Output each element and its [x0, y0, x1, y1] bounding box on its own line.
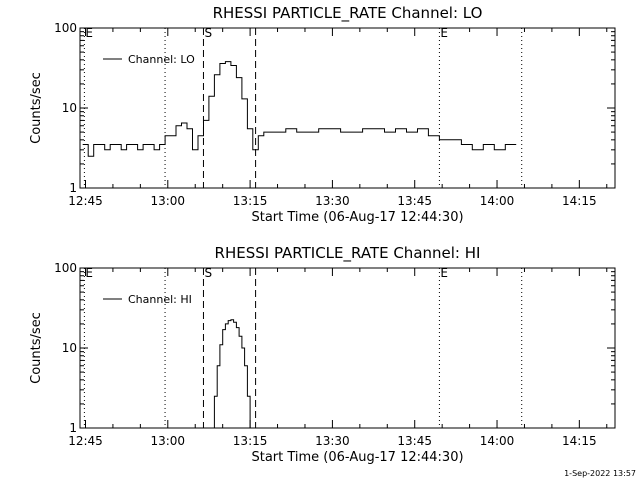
panel-1-x-tick-label: 13:15	[233, 194, 268, 208]
panel-1-y-tick-label: 1	[69, 181, 77, 195]
panel-2-x-tick-label: 13:00	[150, 434, 185, 448]
panel-1-marker-label: E	[85, 26, 93, 40]
panel-1-marker-label: E	[440, 26, 448, 40]
panel-1-x-axis-label: Start Time (06-Aug-17 12:44:30)	[251, 210, 463, 225]
panel-1-x-tick-label: 14:15	[562, 194, 597, 208]
panel-2-x-tick-label: 12:45	[68, 434, 103, 448]
panel-1-marker-label: S	[204, 26, 212, 40]
panel-1-frame	[79, 27, 616, 189]
panel-2-marker-label: E	[440, 266, 448, 280]
panel-2-title: RHESSI PARTICLE_RATE Channel: HI	[215, 244, 481, 263]
panel-1-y-tick-label: 10	[62, 101, 77, 115]
panel-2-legend-label: Channel: HI	[128, 293, 192, 306]
panel-2-marker-label: E	[85, 266, 93, 280]
panel-1-x-tick-label: 13:30	[315, 194, 350, 208]
panel-2-frame	[79, 267, 616, 429]
panel-1-legend-label: Channel: LO	[128, 53, 195, 66]
panel-1-y-tick-label: 100	[54, 21, 77, 35]
panel-2-y-tick-label: 100	[54, 261, 77, 275]
panel-1-x-tick-label: 13:00	[150, 194, 185, 208]
panel-2-y-tick-label: 10	[62, 341, 77, 355]
panel-2-marker-label: S	[204, 266, 212, 280]
panel-2-y-axis-label: Counts/sec	[29, 312, 44, 384]
panel-1-y-axis-label: Counts/sec	[29, 72, 44, 144]
panel-2-x-tick-label: 13:15	[233, 434, 268, 448]
panel-2-x-tick-label: 14:00	[480, 434, 515, 448]
panel-2-series-line	[211, 319, 251, 429]
panel-2-x-tick-label: 14:15	[562, 434, 597, 448]
panel-1-series-line	[82, 61, 517, 157]
panel-1-x-tick-label: 12:45	[68, 194, 103, 208]
panel-1-x-tick-label: 14:00	[480, 194, 515, 208]
plot-timestamp: 1-Sep-2022 13:57	[564, 469, 636, 478]
panel-2-y-tick-label: 1	[69, 421, 77, 435]
panel-2-x-axis-label: Start Time (06-Aug-17 12:44:30)	[251, 450, 463, 465]
panel-1-title: RHESSI PARTICLE_RATE Channel: LO	[213, 4, 483, 23]
panel-1-x-tick-label: 13:45	[397, 194, 432, 208]
panel-2-x-tick-label: 13:30	[315, 434, 350, 448]
panel-2-x-tick-label: 13:45	[397, 434, 432, 448]
